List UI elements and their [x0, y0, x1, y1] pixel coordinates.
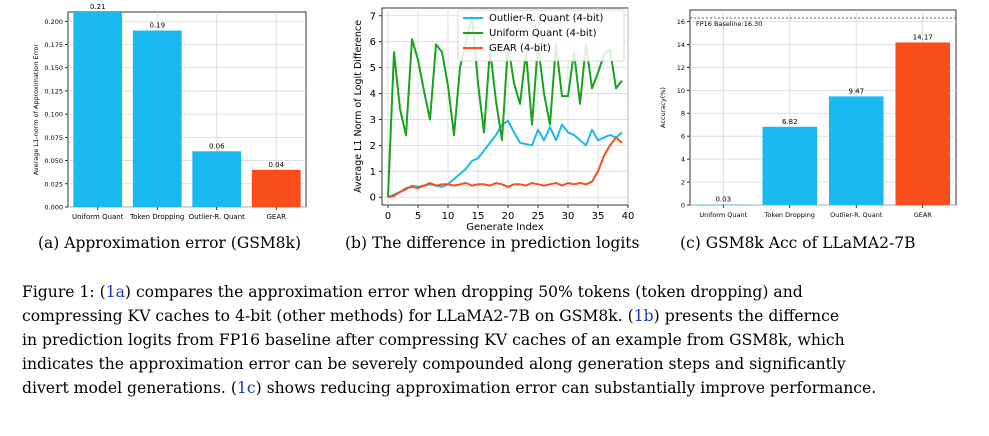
bar-value-label: 0.04	[268, 161, 284, 169]
x-tick-label: 0	[385, 211, 391, 222]
bar-value-label: 0.19	[149, 22, 165, 30]
x-tick-label: 30	[562, 211, 575, 222]
y-tick-label: 7	[370, 11, 376, 22]
y-tick-label: 6	[681, 133, 685, 141]
x-tick-label: Outlier-R. Quant	[830, 211, 883, 219]
legend-box	[457, 9, 625, 62]
y-tick-label: 0.075	[44, 134, 63, 142]
caption-line-3: in prediction logits from FP16 baseline …	[22, 331, 845, 349]
y-tick-label: 0.125	[44, 87, 63, 95]
x-tick-label: Token Dropping	[129, 213, 184, 221]
x-tick-label: Uniform Quant	[699, 211, 747, 219]
bar	[251, 169, 301, 207]
y-tick-label: 0.025	[44, 180, 63, 188]
x-tick-label: 15	[472, 211, 485, 222]
y-tick-label: 2	[681, 179, 685, 187]
x-tick-label: GEAR	[914, 211, 933, 219]
bar	[73, 12, 123, 207]
y-tick-label: 2	[370, 141, 376, 152]
y-tick-label: 4	[370, 89, 376, 100]
ref-1a-link[interactable]: 1a	[105, 283, 125, 301]
caption-line-4: indicates the approximation error can be…	[22, 355, 846, 373]
y-tick-label: 0.000	[44, 204, 63, 212]
baseline-label: FP16 Baseline:16.30	[696, 20, 762, 28]
y-tick-label: 16	[677, 18, 685, 26]
legend-label: GEAR (4-bit)	[489, 43, 551, 54]
bar	[192, 151, 242, 207]
y-tick-label: 0	[370, 193, 376, 204]
subcaption-c: (c) GSM8k Acc of LLaMA2-7B	[680, 234, 916, 252]
chart-b-panel: 0 1 2 3 4 5 6 7 0 5 10 15 20 25 30 35 40 Outlier-R. Quant…	[330, 0, 640, 233]
bar-value-label: 0.03	[715, 196, 731, 204]
subcaption-b: (b) The difference in prediction logits	[345, 234, 640, 252]
y-tick-label: 0.050	[44, 157, 63, 165]
caption-line-5: divert model generations. (1c) shows red…	[22, 379, 877, 397]
x-tick-label: 5	[415, 211, 421, 222]
chart-c-gsm8k-accuracy: 0 2 4 6 8 10 12 14 16 0.03 Uniform Quant 6.82 Token …	[659, 9, 957, 219]
bar-value-label: 6.82	[782, 118, 798, 126]
y-tick-label: 1	[370, 167, 376, 178]
bar-value-label: 0.06	[209, 142, 225, 150]
y-tick-label: 6	[370, 37, 376, 48]
x-tick-label: 35	[592, 211, 605, 222]
bar-value-label: 0.21	[90, 3, 106, 11]
x-tick-label: Uniform Quant	[72, 213, 124, 221]
chart-b-logit-difference: 0 1 2 3 4 5 6 7 0 5 10 15 20 25 30 35 40 Outlier-R. Quant…	[353, 7, 635, 233]
bar	[828, 96, 884, 205]
y-tick-label: 5	[370, 63, 376, 74]
x-tick-label: Outlier-R. Quant	[189, 213, 246, 221]
legend-label: Uniform Quant (4-bit)	[489, 28, 597, 39]
series-line-2	[387, 14, 623, 198]
bar-value-label: 9.47	[848, 87, 864, 95]
y-tick-label: 3	[370, 115, 376, 126]
series-line-3	[387, 136, 623, 199]
y-tick-label: 8	[681, 110, 685, 118]
ref-1c-link[interactable]: 1c	[236, 379, 256, 397]
y-tick-label: 12	[677, 64, 685, 72]
y-tick-label: 10	[677, 87, 685, 95]
chart-a-panel: 0.000 0.025 0.050 0.075 0.100 0.125 0.150 0.175…	[0, 0, 330, 230]
x-tick-label: 25	[532, 211, 545, 222]
chart-c-panel: 0 2 4 6 8 10 12 14 16 0.03 Uniform Quant 6.82 Token …	[640, 0, 980, 230]
legend-label: Outlier-R. Quant (4-bit)	[489, 13, 604, 24]
y-axis-label: Average L1-norm of Approximation Error	[32, 43, 40, 175]
bar	[132, 30, 182, 208]
x-tick-label: 40	[622, 211, 635, 222]
subcaption-a: (a) Approximation error (GSM8k)	[38, 234, 301, 252]
bar-value-label: 14.17	[913, 33, 933, 41]
y-tick-label: 0	[681, 202, 685, 210]
caption-line-2: compressing KV caches to 4-bit (other me…	[22, 307, 840, 325]
x-tick-label: GEAR	[267, 213, 287, 221]
y-axis-label: Average L1 Norm of Logit Difference	[353, 20, 364, 193]
y-tick-label: 14	[677, 41, 685, 49]
y-tick-label: 0.150	[44, 64, 63, 72]
y-tick-label: 0.100	[44, 111, 63, 119]
bar	[762, 126, 818, 205]
x-axis-label: Generate Index	[466, 222, 543, 233]
y-tick-label: 4	[681, 156, 685, 164]
x-tick-label: Token Dropping	[764, 211, 815, 219]
y-axis-label: Accuracy(%)	[659, 87, 667, 128]
x-tick-label: 20	[502, 211, 515, 222]
y-tick-label: 0.175	[44, 41, 63, 49]
ref-1b-link[interactable]: 1b	[633, 307, 654, 325]
figure-caption: Figure 1: (1a) compares the approximatio…	[22, 280, 967, 400]
chart-a-approximation-error: 0.000 0.025 0.050 0.075 0.100 0.125 0.150 0.175…	[32, 3, 307, 221]
bar	[895, 42, 951, 206]
y-tick-label: 0.200	[44, 18, 63, 26]
x-tick-label: 10	[442, 211, 455, 222]
caption-line-1: Figure 1: (1a) compares the approximatio…	[22, 283, 803, 301]
